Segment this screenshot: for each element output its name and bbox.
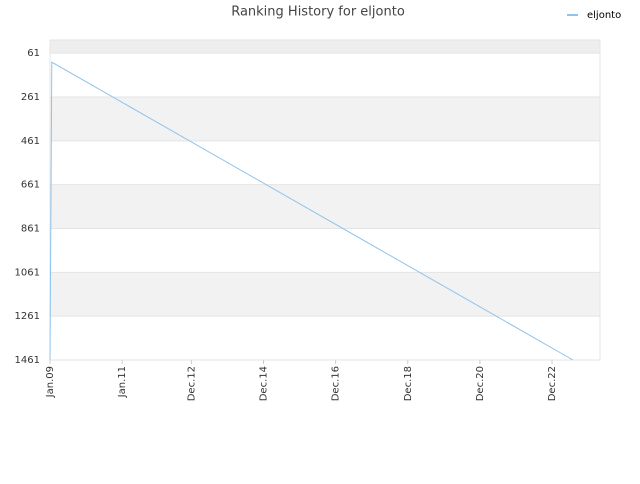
x-tick-label: Dec.20 [475,366,486,401]
grid-band [50,53,600,97]
grid-band [50,272,600,317]
grid-band [50,228,600,273]
y-tick-label: 661 [21,180,40,191]
grid-band [50,184,600,229]
grid-band [50,96,600,141]
x-tick-label: Dec.14 [259,366,270,401]
legend-label: eljonto [587,10,621,21]
chart-title: Ranking History for eljonto [231,5,405,20]
grid-band [50,40,600,54]
x-tick-label: Jan.11 [117,366,128,398]
x-tick-label: Dec.22 [547,366,558,401]
grid-band [50,316,600,360]
x-tick-label: Dec.16 [331,366,342,401]
y-tick-label: 61 [27,48,40,59]
x-tick-label: Jan.09 [45,366,56,398]
grid-band [50,140,600,185]
x-tick-label: Dec.18 [403,366,414,401]
y-tick-label: 1461 [15,355,40,366]
y-tick-label: 1061 [15,267,40,278]
y-tick-label: 261 [21,92,40,103]
y-tick-label: 861 [21,223,40,234]
y-tick-label: 461 [21,136,40,147]
y-tick-label: 1261 [15,311,40,322]
series-line [49,61,574,361]
x-tick-label: Dec.12 [186,366,197,401]
